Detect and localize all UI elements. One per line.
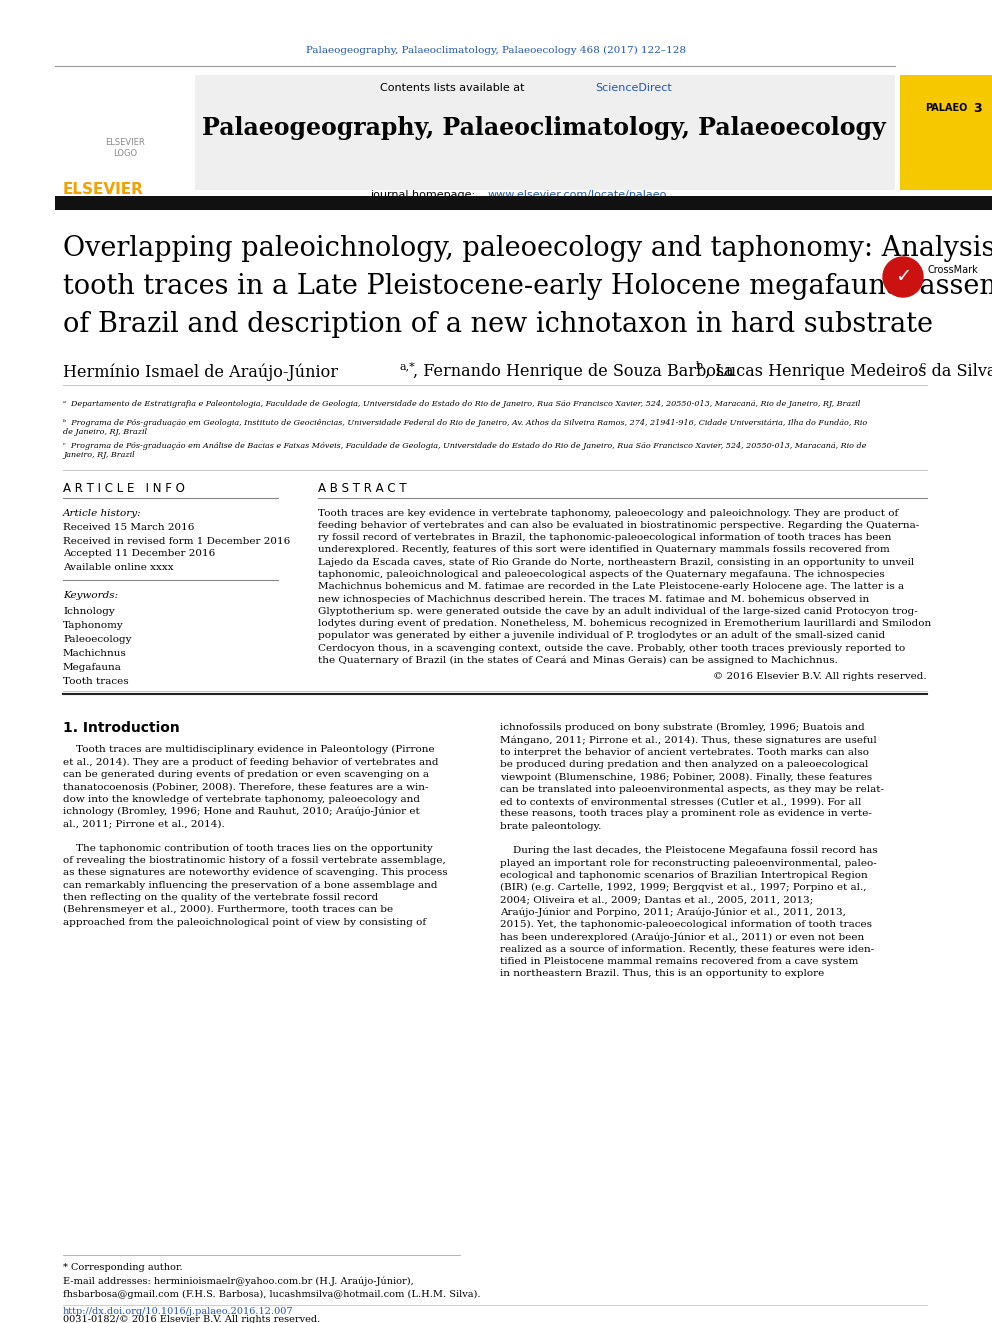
Text: of Brazil and description of a new ichnotaxon in hard substrate: of Brazil and description of a new ichno… bbox=[63, 311, 933, 337]
Text: c: c bbox=[920, 361, 927, 370]
Text: realized as a source of information. Recently, these features were iden-: realized as a source of information. Rec… bbox=[500, 945, 874, 954]
Text: underexplored. Recently, features of this sort were identified in Quaternary mam: underexplored. Recently, features of thi… bbox=[318, 545, 890, 554]
Text: , Lucas Henrique Medeiros da Silva: , Lucas Henrique Medeiros da Silva bbox=[705, 364, 992, 381]
Text: © 2016 Elsevier B.V. All rights reserved.: © 2016 Elsevier B.V. All rights reserved… bbox=[713, 672, 927, 681]
Text: Accepted 11 December 2016: Accepted 11 December 2016 bbox=[63, 549, 215, 558]
Text: ᶜ  Programa de Pós-graduação em Análise de Bacias e Faixas Móveis, Faculdade de : ᶜ Programa de Pós-graduação em Análise d… bbox=[63, 442, 866, 459]
Text: taphonomic, paleoichnological and paleoecological aspects of the Quaternary mega: taphonomic, paleoichnological and paleoe… bbox=[318, 570, 885, 579]
Text: lodytes during event of predation. Nonetheless, M. bohemicus recognized in Eremo: lodytes during event of predation. Nonet… bbox=[318, 619, 931, 628]
Text: ELSEVIER: ELSEVIER bbox=[63, 183, 144, 197]
Text: ScienceDirect: ScienceDirect bbox=[595, 83, 672, 93]
Text: can be translated into paleoenvironmental aspects, as they may be relat-: can be translated into paleoenvironmenta… bbox=[500, 785, 884, 794]
Text: Hermínio Ismael de Araújo-Júnior: Hermínio Ismael de Araújo-Júnior bbox=[63, 364, 338, 381]
Text: as these signatures are noteworthy evidence of scavenging. This process: as these signatures are noteworthy evide… bbox=[63, 868, 447, 877]
Text: Machichnus: Machichnus bbox=[63, 648, 127, 658]
Text: ry fossil record of vertebrates in Brazil, the taphonomic-paleoecological inform: ry fossil record of vertebrates in Brazi… bbox=[318, 533, 892, 542]
Text: Received 15 March 2016: Received 15 March 2016 bbox=[63, 524, 194, 532]
Text: ᵃ  Departamento de Estratigrafia e Paleontologia, Faculdade de Geologia, Univers: ᵃ Departamento de Estratigrafia e Paleon… bbox=[63, 400, 860, 407]
Text: Available online xxxx: Available online xxxx bbox=[63, 562, 174, 572]
Text: ecological and taphonomic scenarios of Brazilian Intertropical Region: ecological and taphonomic scenarios of B… bbox=[500, 871, 868, 880]
FancyBboxPatch shape bbox=[900, 75, 992, 191]
Text: (Behrensmeyer et al., 2000). Furthermore, tooth traces can be: (Behrensmeyer et al., 2000). Furthermore… bbox=[63, 905, 393, 914]
Text: Cerdocyon thous, in a scavenging context, outside the cave. Probably, other toot: Cerdocyon thous, in a scavenging context… bbox=[318, 644, 906, 652]
Circle shape bbox=[883, 257, 923, 296]
Text: A B S T R A C T: A B S T R A C T bbox=[318, 482, 407, 495]
Text: tified in Pleistocene mammal remains recovered from a cave system: tified in Pleistocene mammal remains rec… bbox=[500, 957, 858, 966]
Text: in northeastern Brazil. Thus, this is an opportunity to explore: in northeastern Brazil. Thus, this is an… bbox=[500, 970, 824, 979]
Bar bbox=[55, 196, 992, 210]
Text: al., 2011; Pirrone et al., 2014).: al., 2011; Pirrone et al., 2014). bbox=[63, 819, 225, 828]
Text: ᵇ  Programa de Pós-graduação em Geologia, Instituto de Geociências, Universidade: ᵇ Programa de Pós-graduação em Geologia,… bbox=[63, 419, 867, 437]
Text: played an important role for reconstructing paleoenvironmental, paleo-: played an important role for reconstruct… bbox=[500, 859, 877, 868]
Text: viewpoint (Blumenschine, 1986; Pobiner, 2008). Finally, these features: viewpoint (Blumenschine, 1986; Pobiner, … bbox=[500, 773, 872, 782]
Text: Ichnology: Ichnology bbox=[63, 606, 115, 615]
Text: Glyptotherium sp. were generated outside the cave by an adult individual of the : Glyptotherium sp. were generated outside… bbox=[318, 607, 918, 617]
Text: fhsbarbosa@gmail.com (F.H.S. Barbosa), lucashmsilva@hotmail.com (L.H.M. Silva).: fhsbarbosa@gmail.com (F.H.S. Barbosa), l… bbox=[63, 1290, 480, 1299]
Text: 2015). Yet, the taphonomic-paleoecological information of tooth traces: 2015). Yet, the taphonomic-paleoecologic… bbox=[500, 919, 872, 929]
Text: these reasons, tooth traces play a prominent role as evidence in verte-: these reasons, tooth traces play a promi… bbox=[500, 810, 872, 819]
Text: Tooth traces: Tooth traces bbox=[63, 676, 129, 685]
Text: During the last decades, the Pleistocene Megafauna fossil record has: During the last decades, the Pleistocene… bbox=[500, 847, 878, 856]
Text: ed to contexts of environmental stresses (Cutler et al., 1999). For all: ed to contexts of environmental stresses… bbox=[500, 798, 861, 806]
Text: 3: 3 bbox=[974, 102, 982, 115]
Text: Taphonomy: Taphonomy bbox=[63, 620, 124, 630]
Text: thanatocoenosis (Pobiner, 2008). Therefore, these features are a win-: thanatocoenosis (Pobiner, 2008). Therefo… bbox=[63, 782, 429, 791]
Text: approached from the paleoichnological point of view by consisting of: approached from the paleoichnological po… bbox=[63, 918, 427, 926]
Text: Palaeogeography, Palaeoclimatology, Palaeoecology: Palaeogeography, Palaeoclimatology, Pala… bbox=[202, 116, 886, 140]
Text: journal homepage:: journal homepage: bbox=[370, 191, 482, 200]
Text: A R T I C L E   I N F O: A R T I C L E I N F O bbox=[63, 482, 185, 495]
Text: 1. Introduction: 1. Introduction bbox=[63, 721, 180, 734]
Text: CrossMark: CrossMark bbox=[928, 265, 979, 275]
Text: PALAEO: PALAEO bbox=[925, 103, 967, 112]
Text: to interpret the behavior of ancient vertebrates. Tooth marks can also: to interpret the behavior of ancient ver… bbox=[500, 747, 869, 757]
Text: http://dx.doi.org/10.1016/j.palaeo.2016.12.007: http://dx.doi.org/10.1016/j.palaeo.2016.… bbox=[63, 1307, 294, 1316]
Text: ichnofossils produced on bony substrate (Bromley, 1996; Buatois and: ichnofossils produced on bony substrate … bbox=[500, 724, 865, 733]
Text: can remarkably influencing the preservation of a bone assemblage and: can remarkably influencing the preservat… bbox=[63, 881, 437, 889]
Text: Received in revised form 1 December 2016: Received in revised form 1 December 2016 bbox=[63, 537, 291, 545]
Text: Araújo-Júnior and Porpino, 2011; Araújo-Júnior et al., 2011, 2013,: Araújo-Júnior and Porpino, 2011; Araújo-… bbox=[500, 908, 846, 917]
Text: Overlapping paleoichnology, paleoecology and taphonomy: Analysis of: Overlapping paleoichnology, paleoecology… bbox=[63, 234, 992, 262]
Text: 0031-0182/© 2016 Elsevier B.V. All rights reserved.: 0031-0182/© 2016 Elsevier B.V. All right… bbox=[63, 1315, 320, 1323]
Text: Keywords:: Keywords: bbox=[63, 591, 118, 601]
Text: Tooth traces are key evidence in vertebrate taphonomy, paleoecology and paleoich: Tooth traces are key evidence in vertebr… bbox=[318, 508, 898, 517]
Text: Tooth traces are multidisciplinary evidence in Paleontology (Pirrone: Tooth traces are multidisciplinary evide… bbox=[63, 745, 434, 754]
Text: Palaeogeography, Palaeoclimatology, Palaeoecology 468 (2017) 122–128: Palaeogeography, Palaeoclimatology, Pala… bbox=[306, 45, 686, 54]
Text: 2004; Oliveira et al., 2009; Dantas et al., 2005, 2011, 2013;: 2004; Oliveira et al., 2009; Dantas et a… bbox=[500, 896, 813, 905]
Text: Article history:: Article history: bbox=[63, 508, 142, 517]
Text: Contents lists available at: Contents lists available at bbox=[380, 83, 528, 93]
Text: The taphonomic contribution of tooth traces lies on the opportunity: The taphonomic contribution of tooth tra… bbox=[63, 844, 433, 853]
Text: new ichnospecies of Machichnus described herein. The traces M. fatimae and M. bo: new ichnospecies of Machichnus described… bbox=[318, 594, 869, 603]
Text: brate paleontology.: brate paleontology. bbox=[500, 822, 601, 831]
Text: populator was generated by either a juvenile individual of P. troglodytes or an : populator was generated by either a juve… bbox=[318, 631, 885, 640]
Text: * Corresponding author.: * Corresponding author. bbox=[63, 1263, 183, 1273]
Text: feeding behavior of vertebrates and can also be evaluated in biostratinomic pers: feeding behavior of vertebrates and can … bbox=[318, 521, 920, 529]
Text: (BIR) (e.g. Cartelle, 1992, 1999; Bergqvist et al., 1997; Porpino et al.,: (BIR) (e.g. Cartelle, 1992, 1999; Bergqv… bbox=[500, 884, 866, 892]
FancyBboxPatch shape bbox=[195, 75, 895, 191]
Text: Lajedo da Escada caves, state of Rio Grande do Norte, northeastern Brazil, consi: Lajedo da Escada caves, state of Rio Gra… bbox=[318, 558, 915, 566]
Text: can be generated during events of predation or even scavenging on a: can be generated during events of predat… bbox=[63, 770, 429, 779]
Text: E-mail addresses: herminioismaelr@yahoo.com.br (H.J. Araújo-Júnior),: E-mail addresses: herminioismaelr@yahoo.… bbox=[63, 1277, 414, 1286]
Text: b: b bbox=[696, 361, 703, 370]
Text: be produced during predation and then analyzed on a paleoecological: be produced during predation and then an… bbox=[500, 761, 868, 769]
Text: Paleoecology: Paleoecology bbox=[63, 635, 132, 643]
Text: et al., 2014). They are a product of feeding behavior of vertebrates and: et al., 2014). They are a product of fee… bbox=[63, 758, 438, 767]
Text: Megafauna: Megafauna bbox=[63, 663, 122, 672]
Text: ichnology (Bromley, 1996; Hone and Rauhut, 2010; Araújo-Júnior et: ichnology (Bromley, 1996; Hone and Rauhu… bbox=[63, 807, 420, 816]
Text: dow into the knowledge of vertebrate taphonomy, paleoecology and: dow into the knowledge of vertebrate tap… bbox=[63, 795, 420, 803]
Text: has been underexplored (Araújo-Júnior et al., 2011) or even not been: has been underexplored (Araújo-Júnior et… bbox=[500, 933, 864, 942]
Text: the Quaternary of Brazil (in the states of Ceará and Minas Gerais) can be assign: the Quaternary of Brazil (in the states … bbox=[318, 656, 838, 665]
Text: Machichnus bohemicus and M. fatimae are recorded in the Late Pleistocene-early H: Machichnus bohemicus and M. fatimae are … bbox=[318, 582, 904, 591]
Text: tooth traces in a Late Pleistocene-early Holocene megafaunal assemblage: tooth traces in a Late Pleistocene-early… bbox=[63, 273, 992, 299]
Text: of revealing the biostratinomic history of a fossil vertebrate assemblage,: of revealing the biostratinomic history … bbox=[63, 856, 445, 865]
Text: Mángano, 2011; Pirrone et al., 2014). Thus, these signatures are useful: Mángano, 2011; Pirrone et al., 2014). Th… bbox=[500, 736, 877, 745]
Text: ✓: ✓ bbox=[895, 267, 912, 287]
Text: www.elsevier.com/locate/palaeo: www.elsevier.com/locate/palaeo bbox=[488, 191, 668, 200]
FancyBboxPatch shape bbox=[55, 75, 195, 191]
Text: , Fernando Henrique de Souza Barbosa: , Fernando Henrique de Souza Barbosa bbox=[413, 364, 734, 381]
Text: ELSEVIER
LOGO: ELSEVIER LOGO bbox=[105, 139, 145, 157]
Text: a,*: a,* bbox=[400, 361, 416, 370]
Text: then reflecting on the quality of the vertebrate fossil record: then reflecting on the quality of the ve… bbox=[63, 893, 378, 902]
